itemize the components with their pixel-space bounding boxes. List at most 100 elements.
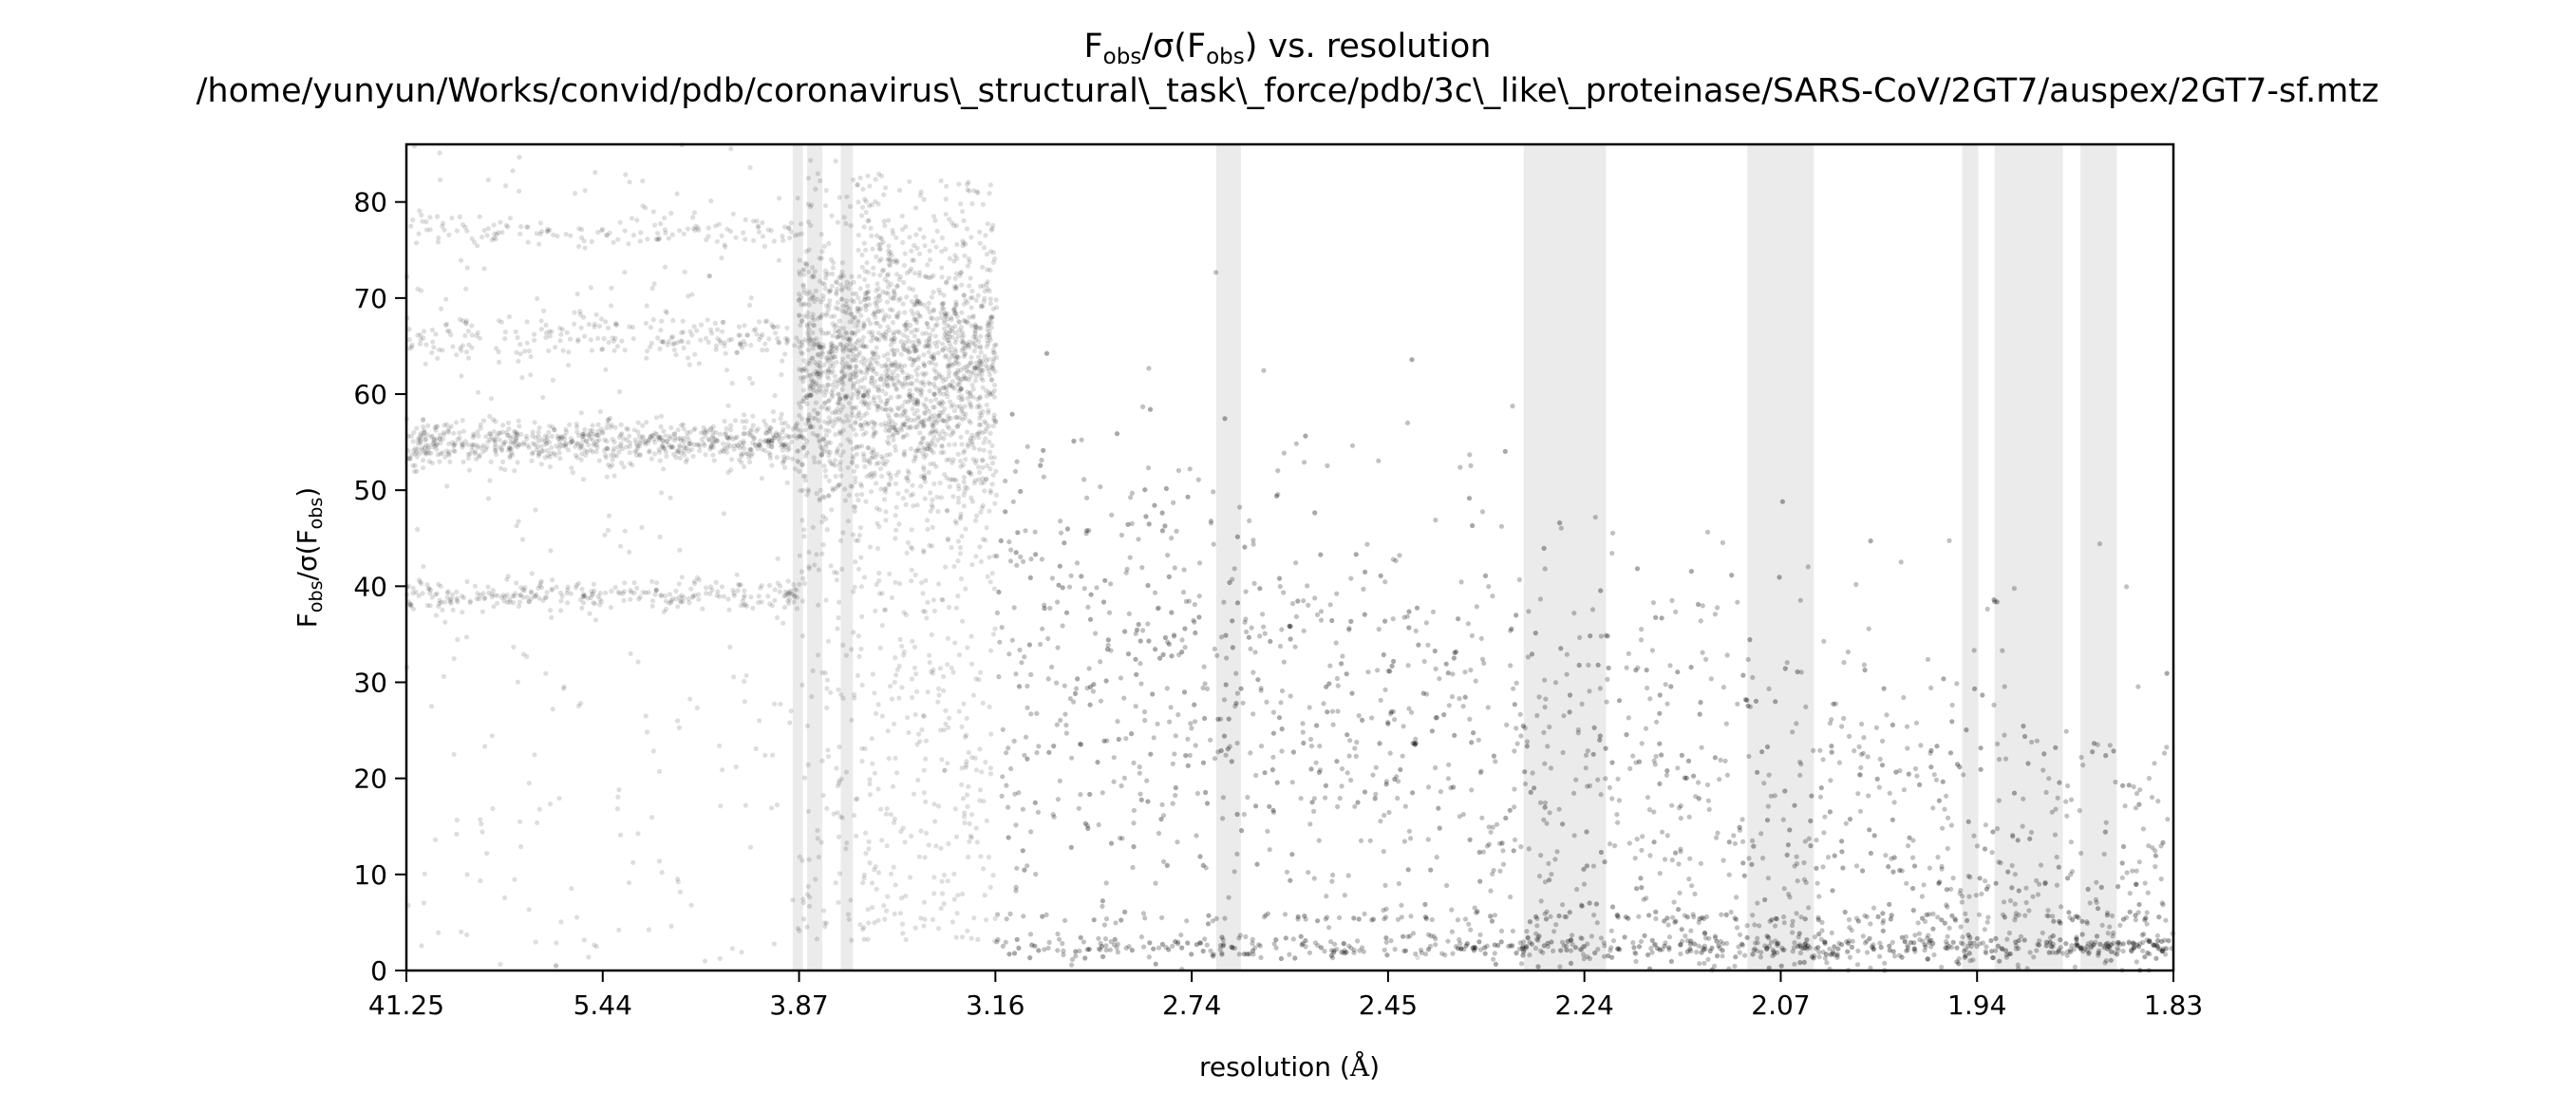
data-point [807, 296, 813, 302]
data-point [553, 963, 559, 969]
data-point [713, 439, 719, 444]
data-point [856, 653, 862, 660]
data-point [767, 601, 773, 607]
data-point [424, 602, 430, 609]
data-point [893, 882, 898, 888]
data-point [406, 456, 413, 462]
data-point [414, 425, 420, 431]
data-point [947, 255, 952, 261]
data-point [972, 322, 978, 328]
data-point [799, 434, 806, 441]
data-point [903, 894, 909, 899]
data-point [479, 829, 485, 835]
data-point [805, 269, 812, 274]
data-point [565, 600, 571, 606]
data-point [969, 294, 975, 300]
data-point [798, 488, 803, 494]
data-point [784, 340, 790, 346]
data-point [698, 337, 704, 343]
data-point [472, 583, 478, 589]
data-point [858, 646, 864, 651]
data-point [418, 441, 423, 446]
data-point [536, 595, 542, 601]
data-point [595, 422, 601, 427]
data-point [991, 394, 997, 400]
data-point [968, 305, 974, 311]
data-point [958, 367, 964, 373]
data-point [856, 566, 862, 572]
data-point [955, 354, 962, 360]
data-point [653, 415, 660, 421]
data-point [664, 439, 670, 444]
data-point [496, 430, 501, 436]
data-point [848, 372, 854, 378]
data-point [748, 295, 754, 301]
data-point [588, 447, 593, 453]
data-point [980, 358, 986, 364]
data-point [609, 303, 614, 309]
data-point [704, 335, 709, 341]
data-point [952, 324, 958, 330]
data-point [831, 364, 837, 369]
data-point [884, 372, 891, 378]
data-point [544, 590, 550, 595]
data-point [775, 580, 780, 586]
data-point [871, 397, 876, 403]
data-point [912, 925, 918, 931]
data-point [900, 384, 906, 389]
data-point [936, 686, 942, 692]
data-point [843, 298, 850, 304]
data-point [957, 379, 963, 385]
data-point [524, 653, 530, 660]
data-point [921, 422, 927, 428]
data-point [521, 440, 527, 445]
data-point [656, 446, 662, 452]
data-point [603, 590, 609, 595]
data-point [966, 854, 971, 860]
data-point [411, 429, 417, 435]
data-point [583, 438, 589, 444]
data-point [563, 441, 569, 446]
data-point [986, 322, 992, 328]
data-point [912, 333, 917, 339]
data-point [615, 794, 621, 800]
data-point [780, 435, 786, 441]
data-point [841, 373, 848, 379]
data-point [922, 476, 928, 481]
data-point [502, 439, 508, 444]
data-point [829, 349, 835, 354]
data-point [681, 426, 686, 432]
data-point [946, 365, 951, 370]
data-point [669, 444, 675, 450]
data-point [547, 329, 553, 334]
data-point [962, 346, 968, 351]
data-point [990, 306, 996, 311]
data-point [649, 578, 655, 584]
data-point [442, 599, 447, 605]
data-point [491, 222, 497, 228]
data-point [723, 431, 728, 438]
data-point [863, 198, 869, 204]
data-point [575, 703, 582, 709]
data-point [568, 591, 573, 596]
data-point [544, 437, 550, 443]
data-point [652, 592, 658, 597]
data-point [952, 370, 959, 376]
data-point [579, 443, 585, 449]
data-point [947, 383, 953, 388]
data-point [859, 483, 865, 489]
data-point [991, 387, 997, 393]
data-point [883, 290, 889, 295]
data-point [637, 452, 643, 458]
data-point [734, 349, 740, 355]
data-point [931, 597, 937, 603]
data-point [675, 436, 682, 442]
data-point [904, 334, 910, 340]
data-point [663, 598, 669, 604]
data-point [570, 470, 576, 476]
data-point [699, 322, 705, 328]
data-point [648, 325, 654, 330]
data-point [885, 357, 891, 363]
data-point [844, 413, 850, 419]
data-point [744, 332, 751, 338]
